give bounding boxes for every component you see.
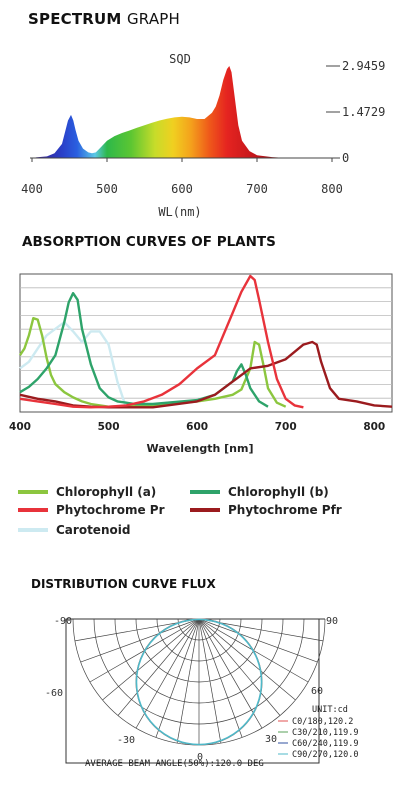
legend-item-chlorophyll-a: Chlorophyll (a)	[18, 485, 156, 499]
polar-label-pos60: 60	[311, 686, 323, 697]
polar-legend-label: C60/240,119.9	[292, 739, 359, 749]
spectrum-x-tick-label: 500	[96, 182, 118, 196]
legend-item-carotenoid: Carotenoid	[18, 523, 130, 537]
absorption-heading: ABSORPTION CURVES OF PLANTS	[22, 234, 276, 250]
spectrum-area	[35, 66, 287, 158]
polar-ring	[177, 618, 221, 641]
absorption-line-chlorophyll-b	[19, 292, 269, 408]
spectrum-y-tick-label: 0	[342, 151, 349, 165]
polar-ring	[114, 618, 284, 704]
absorption-x-ticks: 400 500 600 700 800	[9, 421, 385, 433]
polar-legend-label: C30/210,119.9	[292, 728, 359, 738]
absorption-line-carotenoid	[19, 321, 128, 409]
absorption-chart: 400 500 600 700 800 Wavelength [nm]	[9, 273, 393, 455]
absorption-x-axis-label: Wavelength [nm]	[147, 442, 254, 455]
absorption-lines	[19, 274, 393, 409]
polar-label-neg30: -30	[117, 735, 135, 746]
absorption-grid	[20, 287, 392, 399]
legend-item-phytochrome-pfr: Phytochrome Pfr	[190, 503, 342, 517]
spectrum-title: SQD	[169, 52, 191, 66]
legend-swatch-chlorophyll-a	[18, 490, 48, 494]
polar-label-neg90: -90	[54, 616, 72, 627]
spectrum-y-ticks: 2.9459 1.4729 0	[326, 59, 385, 165]
distribution-polar-chart: -90 90 -60 60 -30 30 0 UNIT:cd C0/180,12…	[45, 616, 359, 769]
polar-legend-title: UNIT:cd	[312, 705, 348, 715]
spectrum-y-tick-label: 2.9459	[342, 59, 385, 73]
spectrum-x-tick-label: 800	[321, 182, 343, 196]
polar-frame	[65, 618, 320, 764]
polar-grid	[72, 618, 326, 746]
absorption-line-phytochrome-pr	[19, 274, 304, 409]
legend-swatch-phytochrome-pr	[18, 508, 48, 512]
polar-legend-items: C0/180,120.2C30/210,119.9C60/240,119.9C9…	[278, 717, 359, 760]
absorption-line-chlorophyll-a	[19, 317, 287, 408]
absorption-x-tick-label: 600	[186, 421, 208, 433]
polar-ring	[93, 618, 305, 725]
absorption-x-tick-label: 800	[363, 421, 385, 433]
polar-label-neg60: -60	[45, 688, 63, 699]
spectrum-x-axis-label: WL(nm)	[158, 205, 201, 219]
spectrum-heading-bold: SPECTRUM	[28, 10, 122, 28]
spectrum-heading-light: GRAPH	[126, 10, 181, 28]
legend-label-chlorophyll-b: Chlorophyll (b)	[228, 485, 329, 499]
spectrum-y-tick-label: 1.4729	[342, 105, 385, 119]
legend-label-carotenoid: Carotenoid	[56, 523, 131, 537]
spectrum-x-tick-label: 600	[171, 182, 193, 196]
polar-label-pos30: 30	[265, 734, 277, 745]
spectrum-x-tick-label: 700	[246, 182, 268, 196]
spectrum-x-ticks: 400 500 600 700 800	[21, 158, 343, 196]
legend-item-phytochrome-pr: Phytochrome Pr	[18, 503, 165, 517]
absorption-x-tick-label: 500	[98, 421, 120, 433]
legend-item-chlorophyll-b: Chlorophyll (b)	[190, 485, 329, 499]
polar-legend: UNIT:cd C0/180,120.2C30/210,119.9C60/240…	[278, 705, 359, 760]
legend-label-phytochrome-pr: Phytochrome Pr	[56, 503, 165, 517]
spectrum-area-group	[35, 66, 287, 158]
distribution-heading: DISTRIBUTION CURVE FLUX	[31, 577, 216, 591]
legend-label-chlorophyll-a: Chlorophyll (a)	[56, 485, 157, 499]
legend-swatch-phytochrome-pfr	[190, 508, 220, 512]
absorption-x-tick-label: 400	[9, 421, 31, 433]
polar-angle-labels: -90 90 -60 60 -30 30 0	[45, 616, 338, 763]
absorption-x-tick-label: 700	[275, 421, 297, 433]
polar-curve-c90	[135, 618, 263, 746]
legend-swatch-carotenoid	[18, 528, 48, 532]
polar-legend-label: C0/180,120.2	[292, 717, 353, 727]
spectrum-graph-heading: SPECTRUM GRAPH	[28, 10, 180, 28]
polar-ring	[135, 618, 263, 683]
polar-legend-label: C90/270,120.0	[292, 750, 359, 760]
polar-ring	[156, 618, 242, 662]
legend-swatch-chlorophyll-b	[190, 490, 220, 494]
spectrum-x-tick-label: 400	[21, 182, 43, 196]
legend-label-phytochrome-pfr: Phytochrome Pfr	[228, 503, 342, 517]
polar-label-zero: 0	[197, 752, 203, 763]
polar-label-pos90: 90	[326, 616, 338, 627]
polar-curves	[135, 618, 263, 746]
polar-footer: AVERAGE BEAM ANGLE(50%):120.0 DEG	[85, 759, 264, 769]
spectrum-chart: SQD 400 500 600 700 800 2.9459 1.4729 0 WL(nm)	[21, 52, 385, 219]
